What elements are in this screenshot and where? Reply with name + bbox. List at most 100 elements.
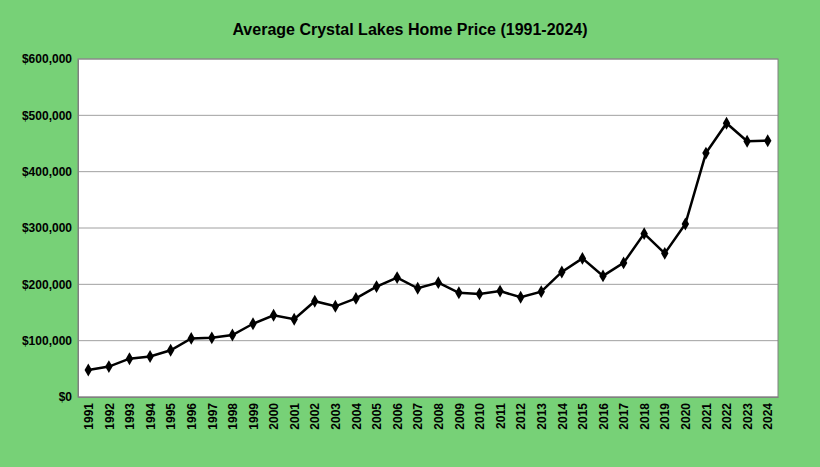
x-tick-label: 2016 — [597, 403, 611, 430]
x-tick-label: 2021 — [700, 403, 714, 430]
price-marker — [743, 135, 750, 148]
y-tick-label: $300,000 — [22, 221, 72, 235]
x-tick-label: 2004 — [350, 403, 364, 430]
background — [0, 0, 820, 467]
x-tick-label: 2003 — [329, 403, 343, 430]
x-tick-label: 1998 — [226, 403, 240, 430]
y-tick: $500,000 — [22, 109, 78, 123]
chart: $0 $100,000 $200,000 $300,000 $400,000 $500,0… — [0, 0, 820, 467]
y-tick: $400,000 — [22, 165, 78, 179]
y-tick: $0 — [59, 390, 78, 404]
x-tick: 2005 — [370, 397, 384, 430]
y-tick-label: $100,000 — [22, 334, 72, 348]
x-tick: 2020 — [679, 397, 693, 430]
x-tick-label: 2007 — [411, 403, 425, 430]
y-tick: $200,000 — [22, 278, 78, 292]
price-marker — [599, 269, 606, 282]
x-tick: 2004 — [350, 397, 364, 430]
price-marker — [455, 286, 462, 299]
y-tick: $100,000 — [22, 334, 78, 348]
x-tick-label: 1993 — [123, 403, 137, 430]
y-tick-label: $0 — [59, 390, 73, 404]
x-tick-label: 2013 — [535, 403, 549, 430]
price-marker — [764, 134, 771, 147]
x-tick: 2023 — [741, 397, 755, 430]
price-marker — [332, 300, 339, 313]
x-tick-label: 2012 — [514, 403, 528, 430]
y-tick-label: $200,000 — [22, 278, 72, 292]
x-tick-label: 2022 — [720, 403, 734, 430]
price-marker — [640, 227, 647, 240]
price-marker — [249, 317, 256, 330]
series — [85, 117, 772, 377]
price-marker — [579, 252, 586, 265]
price-marker — [620, 256, 627, 269]
x-tick: 2014 — [556, 397, 570, 430]
x-tick-label: 1994 — [144, 403, 158, 430]
x-tick-label: 2015 — [576, 403, 590, 430]
x-tick-label: 1996 — [185, 403, 199, 430]
y-tick-label: $400,000 — [22, 165, 72, 179]
x-tick: 2006 — [391, 397, 405, 430]
price-marker — [538, 285, 545, 298]
x-tick: 1994 — [144, 397, 158, 430]
x-tick-label: 2008 — [432, 403, 446, 430]
price-marker — [229, 329, 236, 342]
x-tick: 2009 — [453, 397, 467, 430]
x-tick-label: 2014 — [556, 403, 570, 430]
x-tick-label: 2024 — [761, 403, 775, 430]
x-tick: 2018 — [638, 397, 652, 430]
x-tick-label: 2002 — [308, 403, 322, 430]
x-tick-label: 1991 — [82, 403, 96, 430]
x-tick: 1991 — [82, 397, 96, 430]
x-tick: 2000 — [267, 397, 281, 430]
price-marker — [146, 350, 153, 363]
x-tick-label: 1995 — [164, 403, 178, 430]
grid — [78, 59, 778, 397]
price-marker — [558, 265, 565, 278]
price-marker — [105, 360, 112, 373]
price-marker — [85, 364, 92, 377]
x-tick-label: 2020 — [679, 403, 693, 430]
y-tick-label: $500,000 — [22, 109, 72, 123]
x-tick-label: 2019 — [658, 403, 672, 430]
title: Average Crystal Lakes Home Price (1991-2… — [232, 21, 587, 38]
price-marker — [373, 280, 380, 293]
price-marker — [290, 313, 297, 326]
x-tick: 1998 — [226, 397, 240, 430]
x-axis: 1991199219931994199519961997199819992000… — [79, 397, 779, 430]
x-tick-label: 1999 — [247, 403, 261, 430]
price-marker — [682, 218, 689, 231]
price-marker — [126, 352, 133, 365]
x-tick: 2016 — [597, 397, 611, 430]
x-tick: 1993 — [123, 397, 137, 430]
price-marker — [496, 285, 503, 298]
x-tick: 2017 — [617, 397, 631, 430]
y-axis: $0 $100,000 $200,000 $300,000 $400,000 $500,0… — [22, 52, 79, 404]
x-tick-label: 2000 — [267, 403, 281, 430]
price-marker — [167, 344, 174, 357]
x-tick: 1999 — [247, 397, 261, 430]
x-tick: 1995 — [164, 397, 178, 430]
x-tick-label: 2005 — [370, 403, 384, 430]
x-tick: 2019 — [658, 397, 672, 430]
x-tick: 2015 — [576, 397, 590, 430]
price-marker — [702, 147, 709, 160]
price-marker — [661, 247, 668, 260]
x-tick: 2001 — [288, 397, 302, 430]
y-tick-label: $600,000 — [22, 52, 72, 66]
x-tick: 2002 — [308, 397, 322, 430]
x-tick: 2007 — [411, 397, 425, 430]
price-marker — [476, 287, 483, 300]
price-marker — [517, 291, 524, 304]
x-tick: 2008 — [432, 397, 446, 430]
y-tick: $600,000 — [22, 52, 78, 66]
x-tick-label: 2001 — [288, 403, 302, 430]
x-tick-label: 2010 — [473, 403, 487, 430]
x-tick-label: 2017 — [617, 403, 631, 430]
x-tick: 2022 — [720, 397, 734, 430]
x-tick-label: 2023 — [741, 403, 755, 430]
x-tick-label: 2011 — [494, 403, 508, 429]
price-marker — [188, 332, 195, 345]
price-marker — [414, 282, 421, 295]
